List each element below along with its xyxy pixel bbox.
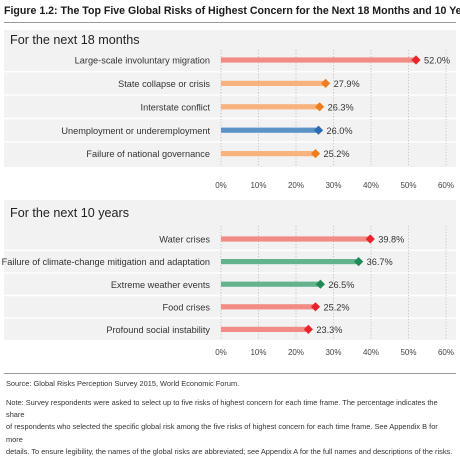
x-tick-label: 30%	[325, 181, 341, 190]
value-marker	[411, 55, 421, 65]
category-label: Failure of national governance	[86, 149, 210, 159]
x-tick-label: 50%	[400, 348, 416, 357]
x-tick-label: 10%	[250, 348, 266, 357]
value-label: 25.2%	[324, 302, 350, 312]
value-label: 23.3%	[316, 325, 342, 335]
value-label: 52.0%	[424, 56, 450, 66]
category-label: Water crises	[159, 235, 210, 245]
panel-title-18-months: For the next 18 months	[10, 33, 140, 47]
figure-title: Figure 1.2: The Top Five Global Risks of…	[4, 5, 460, 17]
footer-rule	[4, 373, 456, 374]
x-tick-label: 60%	[438, 348, 454, 357]
x-tick-label: 0%	[215, 348, 227, 357]
value-marker	[365, 234, 375, 244]
category-label: State collapse or crisis	[118, 79, 210, 89]
panel-header-18-months: For the next 18 months	[4, 30, 456, 50]
bar	[221, 304, 316, 310]
footnote-line: of respondents who selected the specific…	[6, 422, 438, 444]
bar	[221, 57, 416, 63]
chart-18-months: Large-scale involuntary migration 52.0% St…	[4, 50, 456, 190]
x-tick-label: 40%	[363, 348, 379, 357]
x-tick-label: 40%	[363, 181, 379, 190]
footnote-line: details. To ensure legibility, the names…	[6, 446, 453, 456]
value-label: 36.7%	[367, 257, 393, 267]
x-tick-label: 30%	[325, 348, 341, 357]
bar	[221, 80, 326, 86]
value-label: 26.3%	[328, 102, 354, 112]
footnote-line: Note: Survey respondents were asked to s…	[6, 398, 438, 420]
bar	[221, 104, 320, 110]
value-marker	[310, 302, 321, 312]
category-label: Extreme weather events	[111, 280, 210, 290]
x-tick-label: 50%	[400, 181, 416, 190]
x-tick-label: 10%	[250, 181, 266, 190]
title-rule	[4, 22, 456, 23]
category-label: Food crises	[163, 302, 211, 312]
bar	[221, 281, 321, 287]
bar	[221, 326, 309, 332]
x-tick-label: 60%	[438, 181, 454, 190]
footnote: Note: Survey respondents were asked to s…	[6, 397, 454, 458]
category-label: Interstate conflict	[141, 102, 211, 112]
x-tick-label: 20%	[288, 348, 304, 357]
panel-header-10-years: For the next 10 years	[4, 200, 456, 226]
value-marker	[315, 279, 325, 289]
value-marker	[321, 78, 331, 88]
value-label: 26.0%	[327, 126, 353, 136]
value-label: 39.8%	[378, 235, 404, 245]
value-marker	[313, 125, 324, 135]
value-label: 26.5%	[328, 280, 354, 290]
category-label: Large-scale involuntary migration	[75, 56, 210, 66]
category-label: Unemployment or underemployment	[61, 126, 210, 136]
bar	[221, 259, 359, 265]
value-marker	[310, 149, 321, 159]
bar	[221, 151, 316, 157]
value-label: 25.2%	[324, 149, 350, 159]
bar	[221, 236, 371, 242]
panel-title-10-years: For the next 10 years	[10, 206, 130, 220]
category-label: Profound social instability	[106, 325, 210, 335]
value-marker	[315, 102, 325, 112]
source-note: Source: Global Risks Perception Survey 2…	[6, 379, 240, 388]
x-tick-label: 0%	[215, 181, 227, 190]
x-tick-label: 20%	[288, 181, 304, 190]
chart-10-years: Water crises 39.8% Failure of climate-chan…	[2, 226, 456, 357]
bar	[221, 127, 319, 133]
category-label: Failure of climate-change mitigation and…	[2, 257, 210, 267]
value-label: 27.9%	[334, 79, 360, 89]
